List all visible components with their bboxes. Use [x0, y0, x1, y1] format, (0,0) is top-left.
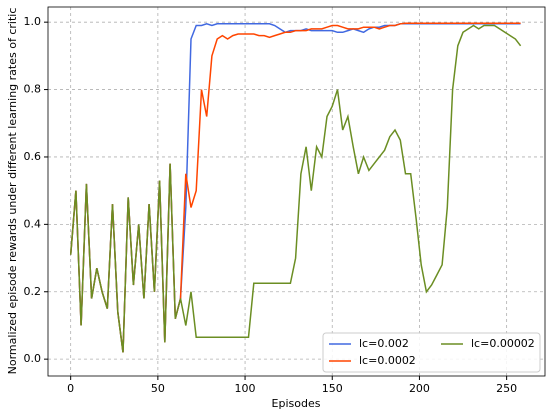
y-tick-label: 1.0: [24, 15, 42, 28]
legend-label: lc=0.002: [359, 337, 409, 350]
y-axis-label: Normalized episode rewards under differe…: [6, 8, 19, 375]
x-tick-label: 150: [322, 382, 343, 395]
x-tick-label: 250: [496, 382, 517, 395]
y-tick-label: 0.4: [24, 217, 42, 230]
y-tick-label: 0.6: [24, 150, 42, 163]
y-tick-label: 0.8: [24, 83, 42, 96]
x-tick-label: 200: [409, 382, 430, 395]
y-tick-label: 0.2: [24, 285, 42, 298]
x-tick-label: 50: [151, 382, 165, 395]
series-line: [69, 23, 521, 353]
legend-box: [322, 332, 541, 373]
legend-label: lc=0.00002: [471, 337, 535, 350]
y-tick-label: 0.0: [24, 352, 42, 365]
x-tick-label: 0: [67, 382, 74, 395]
series-line: [69, 22, 521, 353]
x-axis-label: Episodes: [272, 397, 321, 410]
x-tick-label: 100: [235, 382, 256, 395]
legend-label: lc=0.0002: [359, 354, 416, 367]
series-line: [69, 24, 522, 353]
plot-frame: [47, 6, 546, 377]
